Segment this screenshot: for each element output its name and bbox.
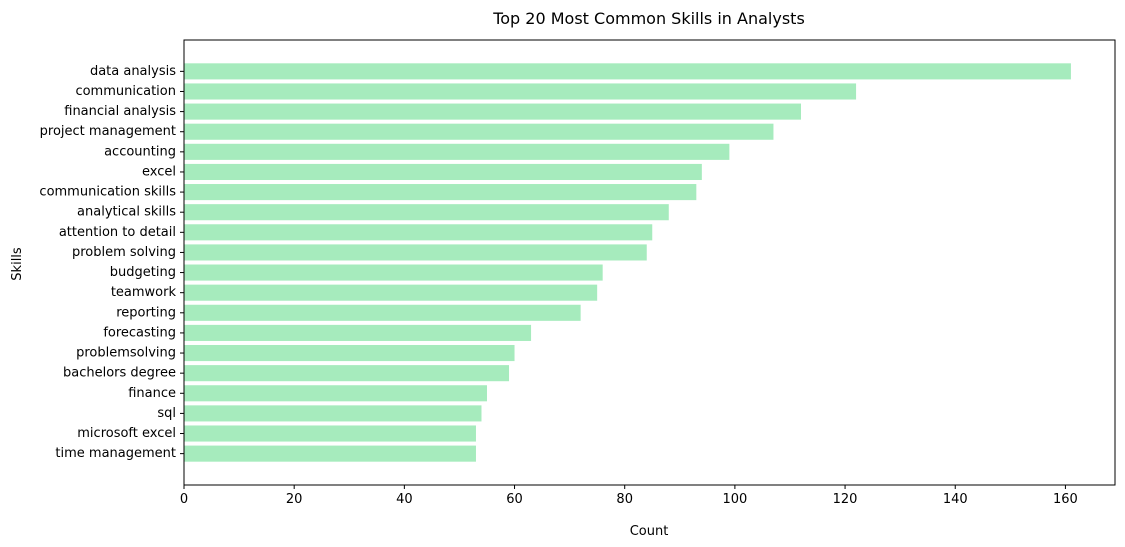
bar-communication-skills	[184, 184, 697, 201]
bar-time-management	[184, 445, 476, 462]
y-tick-label: data analysis	[90, 64, 176, 79]
bar-data-analysis	[184, 63, 1071, 80]
bar-microsoft-excel	[184, 425, 476, 442]
y-tick-label: forecasting	[103, 325, 176, 340]
y-tick-label: time management	[55, 446, 176, 461]
bar-attention-to-detail	[184, 224, 653, 241]
bars-group	[184, 63, 1071, 462]
y-tick-label: reporting	[116, 305, 176, 320]
x-tick-label: 80	[616, 492, 633, 507]
bar-finance	[184, 385, 487, 402]
x-tick-label: 40	[396, 492, 413, 507]
y-tick-label: microsoft excel	[77, 426, 176, 441]
x-axis-label: Count	[630, 524, 669, 539]
bar-project-management	[184, 123, 774, 140]
y-tick-label: accounting	[104, 144, 176, 159]
bar-problemsolving	[184, 344, 515, 362]
bar-sql	[184, 405, 482, 422]
y-tick-label: attention to detail	[59, 225, 176, 240]
y-tick-label: problemsolving	[76, 346, 176, 361]
y-tick-labels: data analysis communication financial anal…	[39, 64, 184, 461]
bar-forecasting	[184, 324, 532, 341]
x-tick-label: 160	[1053, 492, 1078, 507]
x-tick-label: 120	[833, 492, 858, 507]
bar-teamwork	[184, 284, 598, 301]
x-tick-label: 20	[286, 492, 303, 507]
y-tick-label: communication	[75, 84, 176, 99]
y-tick-label: communication skills	[39, 185, 176, 200]
y-axis-label: Skills	[10, 247, 25, 281]
y-tick-label: sql	[157, 406, 176, 421]
y-tick-label: finance	[128, 386, 176, 401]
plot-frame	[183, 39, 1116, 486]
x-tick-label: 60	[506, 492, 523, 507]
bar-problem-solving	[184, 244, 647, 261]
x-tick-label: 0	[180, 492, 188, 507]
bar-accounting	[184, 143, 730, 160]
bar-excel	[184, 163, 702, 181]
y-tick-label: budgeting	[110, 265, 176, 280]
x-ticks: 0 20 40 60 80 100 120 140 160	[180, 485, 1078, 507]
chart-title: Top 20 Most Common Skills in Analysts	[492, 9, 805, 28]
y-tick-label: teamwork	[111, 285, 177, 300]
bar-analytical-skills	[184, 204, 669, 221]
y-tick-label: problem solving	[72, 245, 176, 260]
x-tick-label: 100	[722, 492, 747, 507]
bar-reporting	[184, 304, 581, 321]
y-tick-label: excel	[142, 164, 176, 179]
bar-budgeting	[184, 264, 603, 281]
bar-bachelors-degree	[184, 365, 510, 382]
x-tick-label: 140	[943, 492, 968, 507]
bar-communication	[184, 83, 857, 100]
bar-financial-analysis	[184, 103, 801, 120]
y-tick-label: financial analysis	[64, 104, 176, 119]
y-tick-label: analytical skills	[77, 205, 176, 220]
y-tick-label: bachelors degree	[63, 366, 176, 381]
y-tick-label: project management	[40, 124, 176, 139]
